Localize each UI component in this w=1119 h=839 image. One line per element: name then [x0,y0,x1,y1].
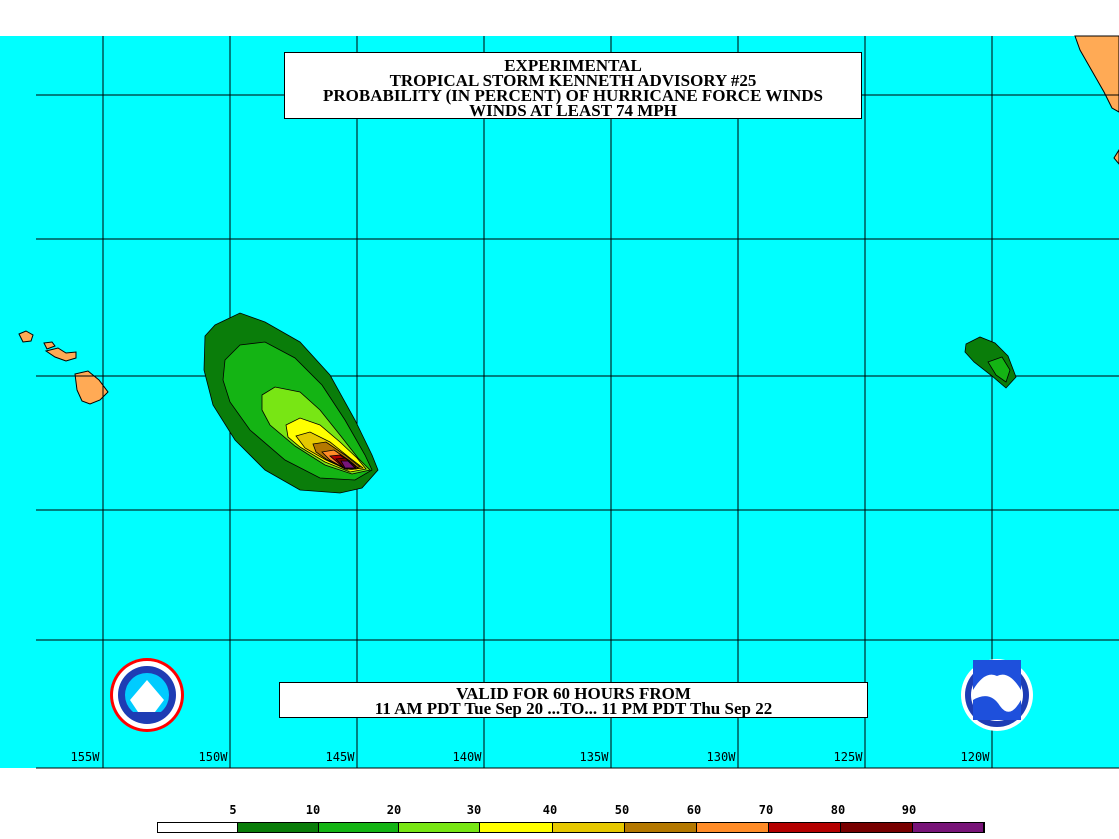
legend-label: 90 [901,803,917,817]
legend-swatch [480,823,553,832]
legend-swatch [625,823,697,832]
legend-swatch [913,823,984,832]
title-line-1: EXPERIMENTAL [504,56,642,75]
legend-swatch [769,823,841,832]
legend-label: 40 [542,803,558,817]
nws-logo [110,658,184,732]
longitude-label: 135W [579,750,609,764]
noaa-logo: NOAA [961,659,1033,731]
valid-line-1: VALID FOR 60 HOURS FROM [456,684,691,703]
legend-swatch [553,823,625,832]
legend-label: 80 [830,803,846,817]
legend-swatch [697,823,769,832]
longitude-label: 120W [960,750,990,764]
longitude-label: 150W [198,750,228,764]
legend-swatch [399,823,480,832]
east-pacific-contours [964,336,1017,389]
longitude-label: 140W [452,750,482,764]
legend-label: 20 [386,803,402,817]
contour-90 [340,460,356,469]
probability-contours [203,312,379,494]
legend-swatch [319,823,399,832]
hawaii-islands [18,330,109,405]
valid-line-2: 11 AM PDT Tue Sep 20 ...TO... 11 PM PDT … [374,699,773,718]
title-line-2: TROPICAL STORM KENNETH ADVISORY #25 [389,71,757,90]
valid-period-box: VALID FOR 60 HOURS FROM 11 AM PDT Tue Se… [279,682,868,718]
title-box: EXPERIMENTAL TROPICAL STORM KENNETH ADVI… [284,52,862,119]
mexico-land [1074,35,1119,113]
legend-color-bar [157,822,985,833]
legend-swatch [841,823,913,832]
longitude-label: 125W [833,750,863,764]
title-line-4: WINDS AT LEAST 74 MPH [469,101,677,120]
legend-swatch [238,823,319,832]
legend-label: 5 [229,803,237,817]
grid-lines [36,36,1119,768]
legend-label: 60 [686,803,702,817]
legend-label: 10 [305,803,321,817]
legend-swatch [158,823,238,832]
legend-label: 50 [614,803,630,817]
mexico-coast [1113,149,1119,165]
legend-label: 30 [466,803,482,817]
longitude-label: 145W [325,750,355,764]
longitude-label: 155W [70,750,100,764]
legend-label: 70 [758,803,774,817]
longitude-label: 130W [706,750,736,764]
title-line-3: PROBABILITY (IN PERCENT) OF HURRICANE FO… [323,86,823,105]
ocean-area [0,36,1119,768]
noaa-logo-text: NOAA [982,681,1011,692]
